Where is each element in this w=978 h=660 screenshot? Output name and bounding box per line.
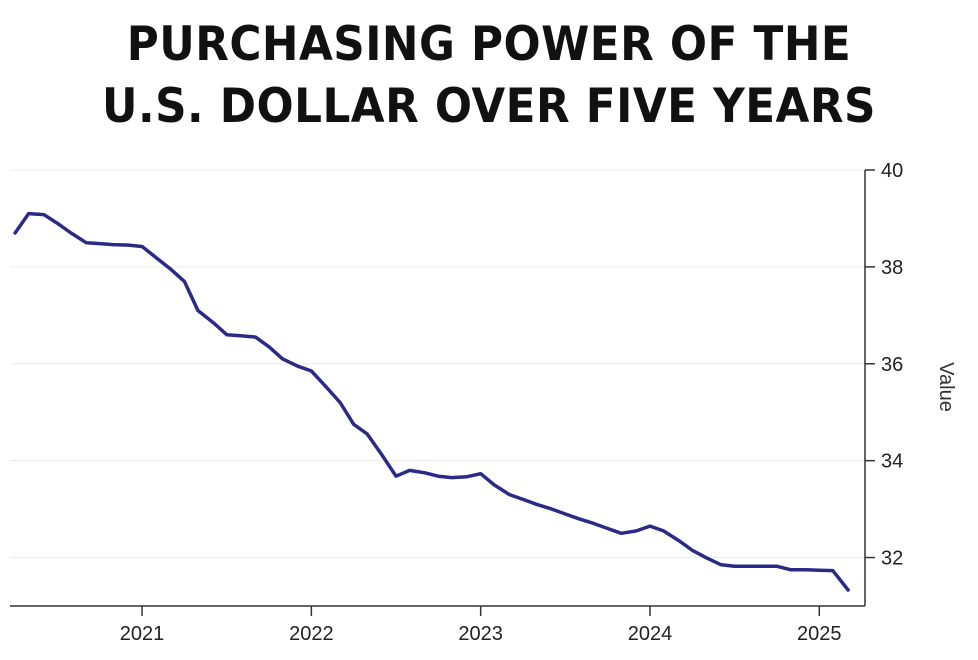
chart-title-line-1: PURCHASING POWER OF THE — [126, 17, 852, 72]
y-tick-label-38: 38 — [881, 257, 903, 279]
chart-title-line-2: U.S. DOLLAR OVER FIVE YEARS — [102, 79, 876, 134]
x-tick-label-2022: 2022 — [289, 623, 334, 645]
y-axis-label: Value — [935, 362, 957, 412]
x-tick-label-2023: 2023 — [458, 623, 503, 645]
x-tick-labels: 2021 2022 2023 2024 2025 — [120, 623, 842, 645]
series-line-0 — [13, 211, 850, 592]
axes — [10, 169, 875, 616]
y-tick-labels: 32 34 36 38 40 — [881, 160, 903, 570]
chart-title: PURCHASING POWER OF THE U.S. DOLLAR OVER… — [34, 14, 944, 138]
y-tick-label-40: 40 — [881, 160, 903, 182]
y-tick-label-36: 36 — [881, 354, 903, 376]
x-tick-label-2024: 2024 — [628, 623, 673, 645]
series-group — [13, 211, 850, 592]
y-tick-label-32: 32 — [881, 548, 903, 570]
y-tick-label-34: 34 — [881, 451, 903, 473]
gridlines — [10, 169, 865, 559]
x-tick-label-2021: 2021 — [120, 623, 165, 645]
x-tick-label-2025: 2025 — [797, 623, 842, 645]
